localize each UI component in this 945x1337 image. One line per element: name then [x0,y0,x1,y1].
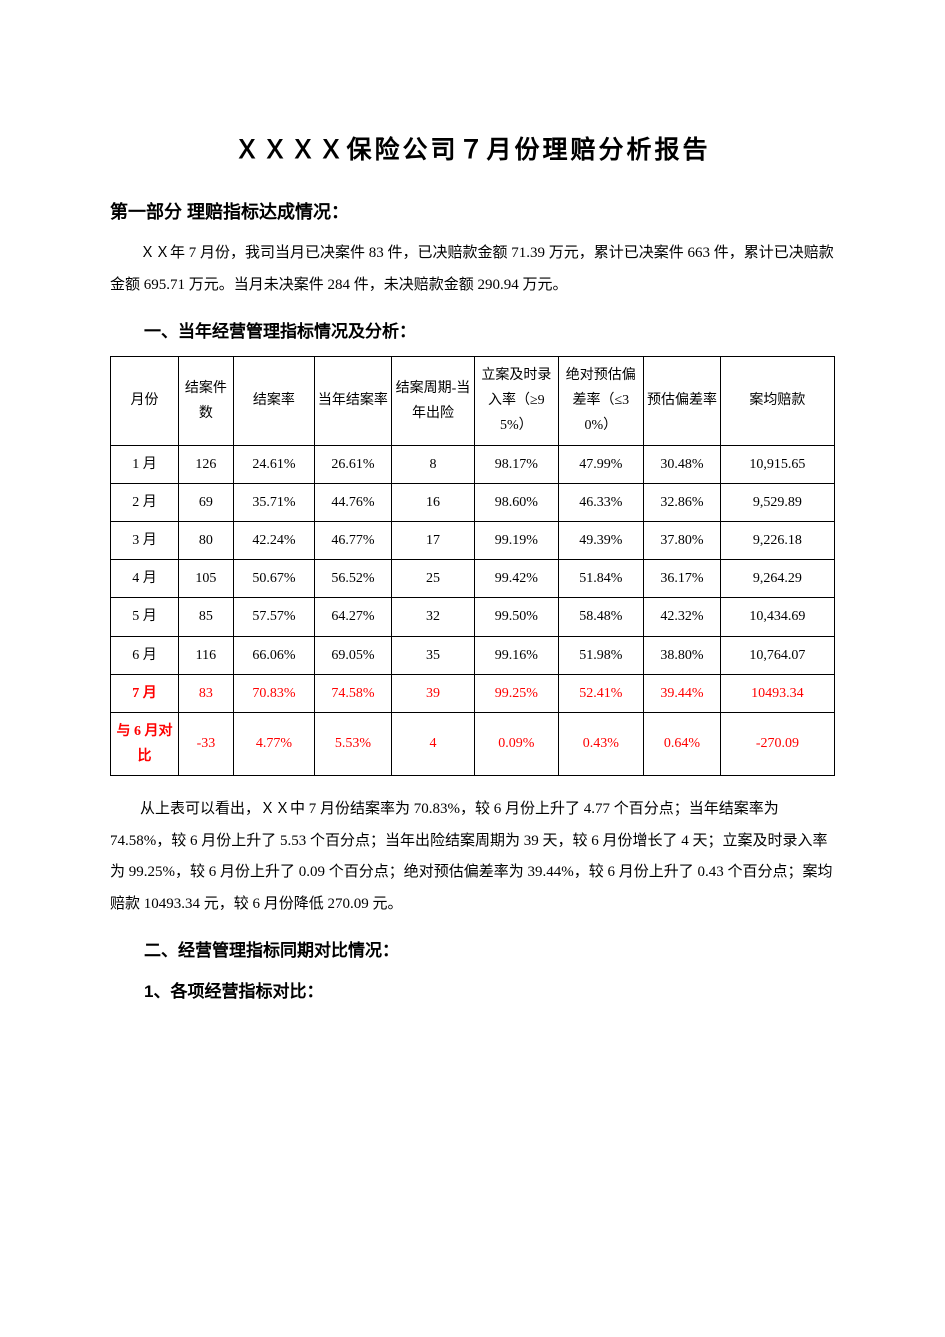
table-row: 6 月11666.06%69.05%3599.16%51.98%38.80%10… [111,636,835,674]
section-1-heading: 第一部分 理赔指标达成情况： [110,198,835,224]
table-cell: 69.05% [315,636,392,674]
table-cell: 38.80% [644,636,721,674]
table-cell: 39 [391,674,474,712]
table-cell: 44.76% [315,483,392,521]
table-row: 4 月10550.67%56.52%2599.42%51.84%36.17%9,… [111,560,835,598]
table-cell: -33 [179,712,234,775]
table-cell: 2 月 [111,483,179,521]
table-cell: 85 [179,598,234,636]
subsection-2-heading: 二、经营管理指标同期对比情况： [110,936,835,961]
table-row: 1 月12624.61%26.61%898.17%47.99%30.48%10,… [111,445,835,483]
intro-paragraph: ＸＸ年 7 月份，我司当月已决案件 83 件，已决赔款金额 71.39 万元，累… [110,238,835,301]
table-cell: 9,226.18 [720,521,834,559]
table-cell: 5.53% [315,712,392,775]
table-cell: 3 月 [111,521,179,559]
table-cell: 26.61% [315,445,392,483]
table-cell: 74.58% [315,674,392,712]
page-title: ＸＸＸＸ保险公司７月份理赔分析报告 [110,130,835,166]
table-cell: 66.06% [233,636,314,674]
table-cell: 47.99% [558,445,644,483]
col-avg-pay: 案均赔款 [720,357,834,446]
table-cell: 42.32% [644,598,721,636]
table-cell: 35 [391,636,474,674]
table-cell: 35.71% [233,483,314,521]
item-1-heading: 1、各项经营指标对比： [110,977,835,1002]
table-cell: 1 月 [111,445,179,483]
table-body: 1 月12624.61%26.61%898.17%47.99%30.48%10,… [111,445,835,776]
table-cell: 64.27% [315,598,392,636]
table-cell: 9,264.29 [720,560,834,598]
table-cell: 99.19% [475,521,558,559]
table-row: 2 月6935.71%44.76%1698.60%46.33%32.86%9,5… [111,483,835,521]
table-cell: 80 [179,521,234,559]
table-cell: 98.60% [475,483,558,521]
table-header-row: 月份 结案件数 结案率 当年结案率 结案周期-当年出险 立案及时录入率（≥95%… [111,357,835,446]
table-cell: 50.67% [233,560,314,598]
table-row: 3 月8042.24%46.77%1799.19%49.39%37.80%9,2… [111,521,835,559]
indicator-table: 月份 结案件数 结案率 当年结案率 结案周期-当年出险 立案及时录入率（≥95%… [110,356,835,776]
table-cell: 42.24% [233,521,314,559]
table-cell: 9,529.89 [720,483,834,521]
table-cell: 83 [179,674,234,712]
table-cell: 36.17% [644,560,721,598]
table-cell: 52.41% [558,674,644,712]
table-cell: 46.33% [558,483,644,521]
table-cell: 51.98% [558,636,644,674]
col-abs-dev: 绝对预估偏差率（≤30%） [558,357,644,446]
table-cell: 69 [179,483,234,521]
table-cell: 与 6 月对比 [111,712,179,775]
table-cell: 46.77% [315,521,392,559]
table-cell: 10,764.07 [720,636,834,674]
table-cell: 98.17% [475,445,558,483]
table-cell: 70.83% [233,674,314,712]
table-cell: 0.43% [558,712,644,775]
table-cell: 4 [391,712,474,775]
table-cell: 5 月 [111,598,179,636]
table-cell: 4 月 [111,560,179,598]
analysis-paragraph: 从上表可以看出，ＸＸ中 7 月份结案率为 70.83%，较 6 月份上升了 4.… [110,794,835,920]
table-cell: 99.25% [475,674,558,712]
table-cell: 8 [391,445,474,483]
table-cell: 37.80% [644,521,721,559]
table-cell: 6 月 [111,636,179,674]
table-cell: 99.16% [475,636,558,674]
table-cell: 32 [391,598,474,636]
table-cell: 25 [391,560,474,598]
table-cell: 10493.34 [720,674,834,712]
table-cell: 24.61% [233,445,314,483]
table-cell: 56.52% [315,560,392,598]
table-cell: 99.42% [475,560,558,598]
table-cell: 17 [391,521,474,559]
table-cell: 7 月 [111,674,179,712]
table-cell: 116 [179,636,234,674]
table-cell: 105 [179,560,234,598]
table-cell: 126 [179,445,234,483]
table-cell: 39.44% [644,674,721,712]
table-cell: 0.09% [475,712,558,775]
table-cell: 30.48% [644,445,721,483]
col-entry: 立案及时录入率（≥95%） [475,357,558,446]
table-cell: 58.48% [558,598,644,636]
table-cell: 0.64% [644,712,721,775]
col-count: 结案件数 [179,357,234,446]
table-row: 7 月8370.83%74.58%3999.25%52.41%39.44%104… [111,674,835,712]
col-month: 月份 [111,357,179,446]
table-row: 5 月8557.57%64.27%3299.50%58.48%42.32%10,… [111,598,835,636]
col-year-rate: 当年结案率 [315,357,392,446]
table-cell: 10,434.69 [720,598,834,636]
table-cell: 49.39% [558,521,644,559]
subsection-1-heading: 一、当年经营管理指标情况及分析： [110,317,835,342]
table-cell: -270.09 [720,712,834,775]
table-cell: 32.86% [644,483,721,521]
table-cell: 4.77% [233,712,314,775]
table-cell: 57.57% [233,598,314,636]
col-rate: 结案率 [233,357,314,446]
table-cell: 99.50% [475,598,558,636]
table-cell: 10,915.65 [720,445,834,483]
table-cell: 51.84% [558,560,644,598]
table-row: 与 6 月对比-334.77%5.53%40.09%0.43%0.64%-270… [111,712,835,775]
col-cycle: 结案周期-当年出险 [391,357,474,446]
table-cell: 16 [391,483,474,521]
col-est-dev: 预估偏差率 [644,357,721,446]
